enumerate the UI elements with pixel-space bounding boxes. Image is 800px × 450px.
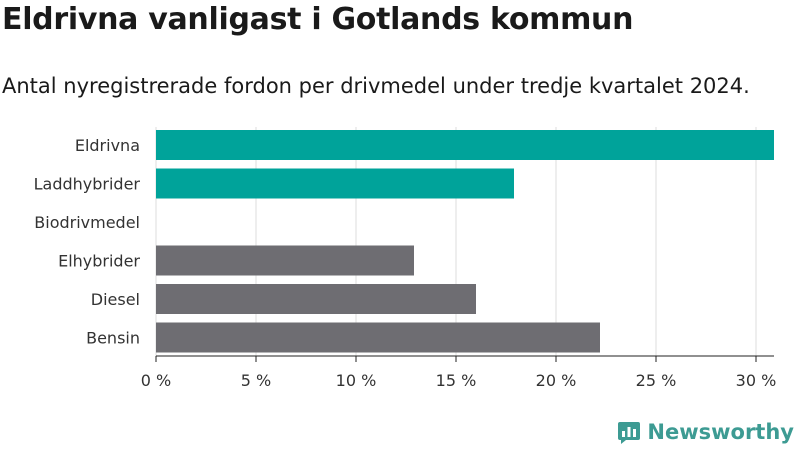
category-label: Eldrivna: [75, 136, 140, 155]
x-tick-label: 20 %: [536, 371, 577, 390]
chart-subtitle: Antal nyregistrerade fordon per drivmede…: [2, 74, 750, 98]
bars: [156, 130, 774, 353]
x-tick-label: 10 %: [336, 371, 377, 390]
category-label: Diesel: [91, 290, 140, 309]
chart-title: Eldrivna vanligast i Gotlands kommun: [2, 2, 634, 37]
x-tick-label: 0 %: [141, 371, 171, 390]
category-label: Biodrivmedel: [34, 213, 140, 232]
x-tick-label: 30 %: [736, 371, 777, 390]
x-tick-label: 5 %: [241, 371, 271, 390]
x-axis: 0 % 5 % 10 % 15 % 20 % 25 % 30 %: [141, 355, 777, 390]
gridlines: [155, 127, 757, 356]
category-label: Bensin: [86, 329, 140, 348]
newsworthy-logo-text: Newsworthy: [647, 420, 794, 444]
category-label: Elhybrider: [58, 252, 140, 271]
category-label: Laddhybrider: [34, 175, 141, 194]
bar-laddhybrider: [156, 168, 514, 199]
category-labels: Eldrivna Laddhybrider Biodrivmedel Elhybrid…: [34, 136, 141, 348]
newsworthy-logo: Newsworthy: [617, 420, 794, 444]
bar-elhybrider: [156, 245, 414, 276]
bar-eldrivna: [156, 130, 774, 160]
x-tick-label: 15 %: [436, 371, 477, 390]
newsworthy-logo-icon: [618, 422, 641, 444]
bar-diesel: [156, 284, 476, 314]
bar-bensin: [156, 322, 600, 353]
x-tick-label: 25 %: [636, 371, 677, 390]
